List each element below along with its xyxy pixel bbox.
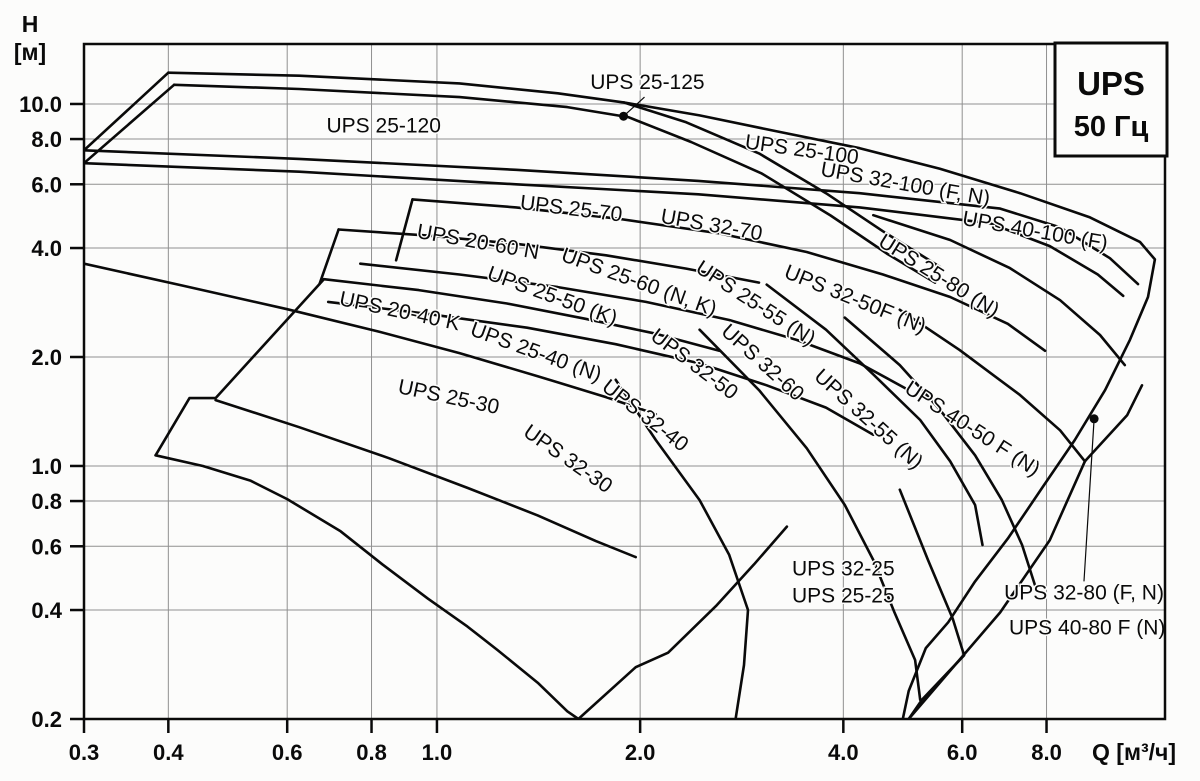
y-tick-label: 6.0 <box>31 172 62 197</box>
curve-band-20-40-top <box>322 277 721 353</box>
curve-rising-edge-32-80 <box>907 460 1087 719</box>
curve-band-32-70-bottom <box>411 198 1047 353</box>
y-tick-label: 0.8 <box>31 489 62 514</box>
series-title-line1: UPS <box>1077 65 1145 102</box>
curve-label: UPS 25-25 <box>792 585 895 608</box>
dot-32-80-leader <box>1083 418 1095 582</box>
curve-right-edge-40-50 <box>843 316 1037 587</box>
dot-32-80 <box>1089 414 1099 424</box>
x-tick-label: 0.4 <box>153 740 184 765</box>
curve-band-25-30-top <box>84 262 658 416</box>
y-tick-label: 1.0 <box>31 454 62 479</box>
x-tick-labels: 0.3 0.4 0.6 0.8 1.0 2.0 4.0 6.0 8.0 <box>69 740 1062 765</box>
curve-band-25-50-top <box>359 262 910 392</box>
x-tick-label: 0.6 <box>272 740 303 765</box>
curve-label: UPS 25-30 <box>396 375 501 419</box>
curve-label: UPS 40-80 F (N) <box>1009 617 1165 640</box>
y-tick-label: 10.0 <box>19 92 62 117</box>
curve-left-diagonal-25-70 <box>394 198 414 262</box>
y-tick-label: 4.0 <box>31 236 62 261</box>
curve-upper-band-25-70-top <box>84 149 1140 286</box>
dot-25-125-leader <box>623 96 645 117</box>
axis-titles: H[м] Q [м³/ч] <box>14 11 1176 765</box>
x-tick-label: 2.0 <box>625 740 656 765</box>
curve-lower-rising-edge-32-30 <box>577 525 789 719</box>
curve-right-edge-32-50F <box>765 283 984 547</box>
curve-label: UPS 25-120 <box>326 115 440 138</box>
curve-band-20-60-top <box>337 228 761 284</box>
curve-left-diagonal-20-40-notched <box>154 277 326 457</box>
curve-top-boundary-25-120 <box>167 71 942 269</box>
curve-label: UPS 32-25 <box>792 558 895 581</box>
curve-top-edge-32-80 <box>898 308 1087 463</box>
curve-label: UPS 32-100 (F, N) <box>819 158 992 210</box>
curve-right-edge-32-55 <box>698 328 922 702</box>
x-tick-label: 8.0 <box>1031 740 1062 765</box>
curve-left-diagonal-20-60 <box>318 228 340 286</box>
curve-markers <box>619 96 1099 582</box>
curve-band-32-30-top <box>214 398 637 559</box>
x-axis-title: Q [м³/ч] <box>1092 739 1176 765</box>
curve-label: UPS 32-80 (F, N) <box>1004 582 1164 605</box>
curve-right-edge-32-40 <box>614 378 750 719</box>
curve-ne-edge-32-80 <box>1083 384 1144 463</box>
y-axis-title-symbol: H <box>22 11 39 37</box>
curve-label: UPS 25-70 <box>519 191 624 226</box>
chart-grid <box>84 44 1165 719</box>
curve-lower-left-boundary <box>154 454 580 719</box>
curve-envelope-25-25-right-edge <box>898 488 966 719</box>
curve-label: UPS 32-30 <box>519 420 616 498</box>
curve-band-25-40-top <box>326 300 875 436</box>
x-tick-label: 0.3 <box>69 740 100 765</box>
curve-label: UPS 32-40 <box>598 375 693 456</box>
x-tick-label: 6.0 <box>947 740 978 765</box>
curve-top-boundary-25-125 <box>172 83 937 284</box>
x-tick-label: 4.0 <box>828 740 859 765</box>
curve-label: UPS 40-50 F (N) <box>900 377 1044 481</box>
series-title-line2: 50 Гц <box>1074 111 1149 143</box>
curve-upper-band-25-70-bottom <box>84 161 1125 298</box>
series-title-box: UPS 50 Гц <box>1053 41 1169 158</box>
curve-left-diagonal-25-120 <box>84 71 170 152</box>
series-title-box-frame <box>1053 41 1169 158</box>
plot-border <box>82 42 1167 721</box>
pump-envelope-curves <box>84 71 1157 719</box>
y-tick-label: 0.6 <box>31 534 62 559</box>
x-tick-label: 1.0 <box>422 740 453 765</box>
y-tick-label: 0.4 <box>31 598 62 623</box>
y-tick-label: 8.0 <box>31 127 62 152</box>
x-tick-label: 0.8 <box>356 740 387 765</box>
curve-label: UPS 20-60 N <box>415 220 541 264</box>
y-axis-title-unit: [м] <box>14 39 46 65</box>
y-tick-labels: 10.0 8.0 6.0 4.0 2.0 1.0 0.8 0.6 0.4 0.2 <box>19 92 63 732</box>
y-tick-label: 0.2 <box>31 707 62 732</box>
y-tick-label: 2.0 <box>31 345 62 370</box>
curve-band-40-100-bottom <box>872 213 1127 367</box>
dot-25-125 <box>619 111 629 121</box>
curve-label: UPS 25-125 <box>590 71 704 94</box>
curve-label: UPS 32-70 <box>659 205 764 245</box>
axis-ticks <box>70 102 1048 733</box>
